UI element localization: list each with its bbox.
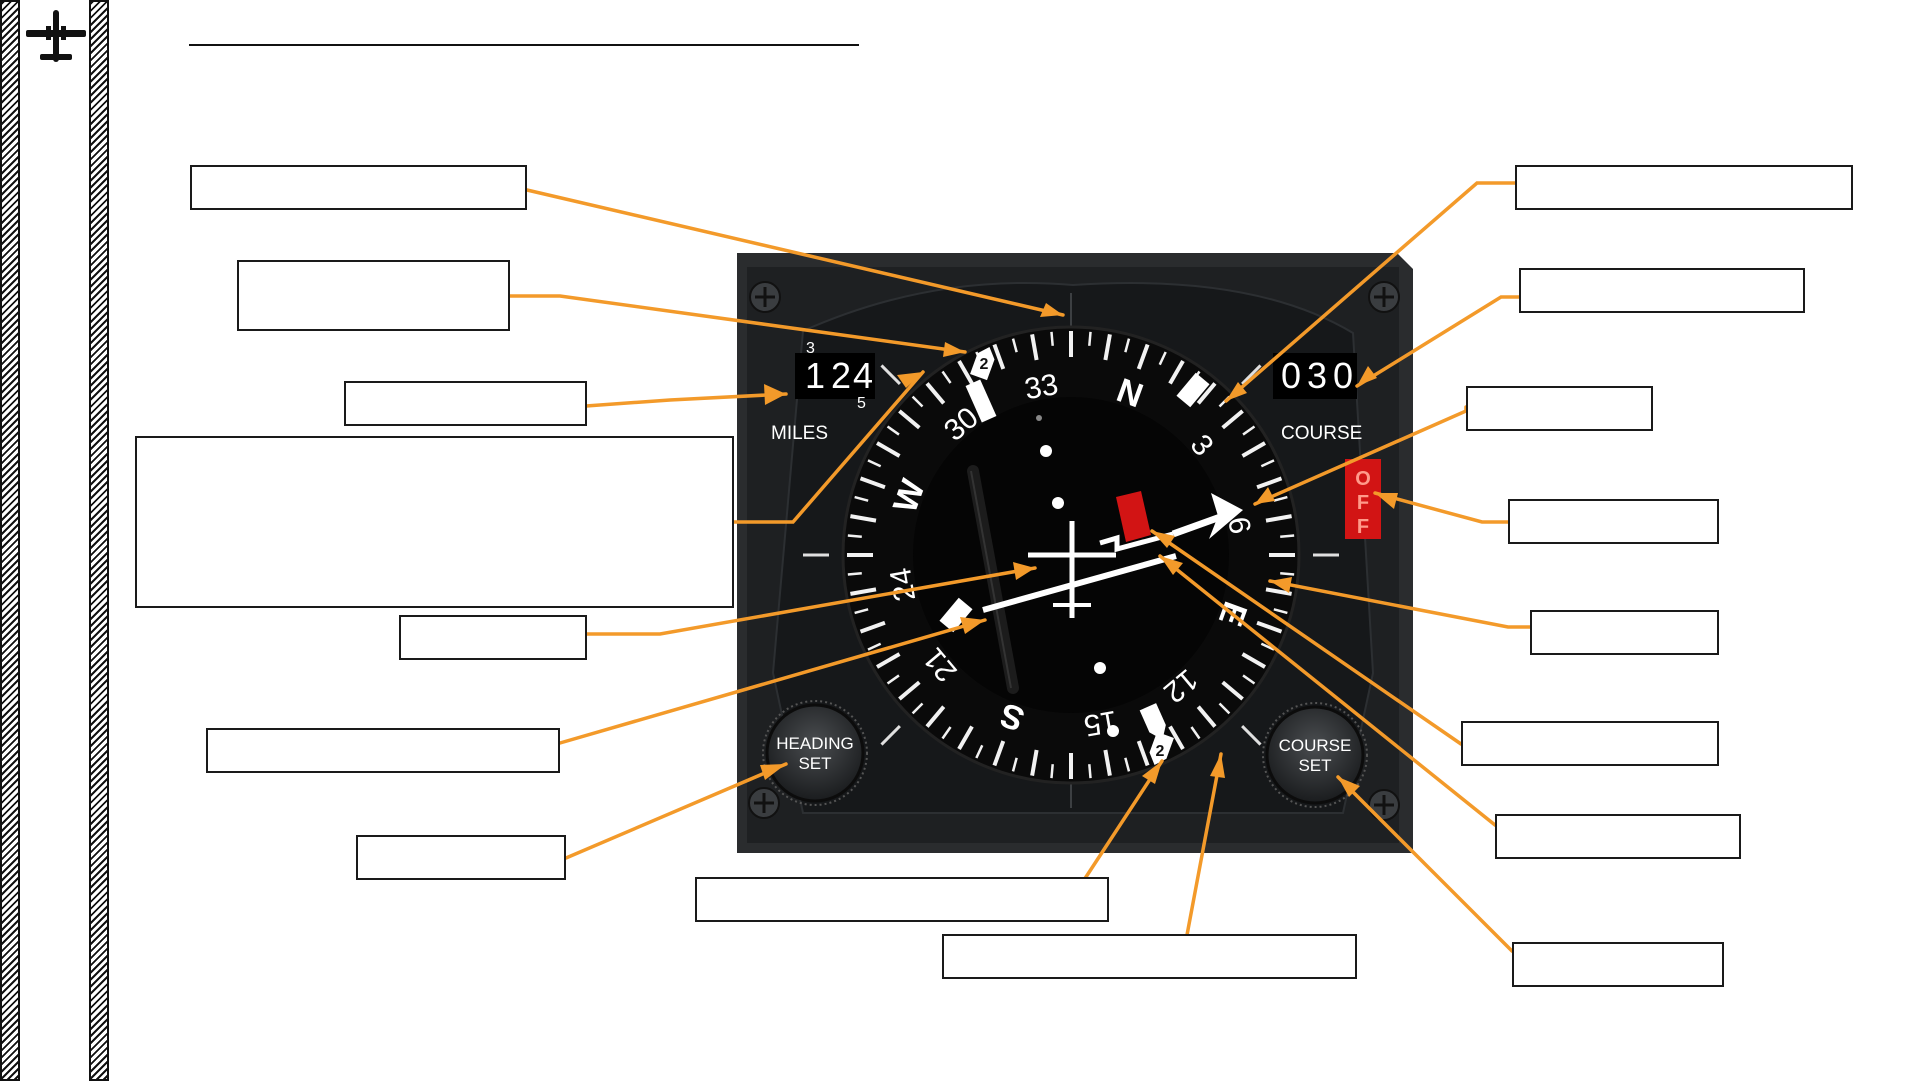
left-hatched-border	[0, 0, 20, 1081]
off-flag-letter-2: F	[1357, 492, 1369, 514]
screw-bottom-right	[1368, 789, 1400, 821]
off-flag-letter-3: F	[1357, 516, 1369, 538]
callout-box	[344, 381, 587, 426]
miles-digit-3: 4	[853, 355, 873, 396]
compass-tick	[1030, 334, 1039, 361]
compass-tick	[847, 572, 862, 576]
course-counter: 0 3 0 COURSE	[1273, 353, 1362, 444]
callout-box	[1512, 942, 1724, 987]
compass-tick	[1265, 514, 1292, 523]
callout-box	[1519, 268, 1805, 313]
compass-tick	[1280, 534, 1295, 538]
screw-top-right	[1368, 281, 1400, 313]
callout-box	[1495, 814, 1741, 859]
miles-digit-2: 2	[831, 355, 851, 396]
course-digit-1: 0	[1281, 355, 1301, 396]
aircraft-icon	[26, 10, 86, 62]
compass-tick	[1011, 338, 1018, 353]
deviation-dot	[1107, 725, 1119, 737]
compass-tick	[1280, 572, 1295, 576]
compass-tick	[1088, 331, 1092, 346]
course-label: COURSE	[1281, 423, 1362, 444]
heading-knob-line1: HEADING	[776, 734, 853, 753]
heading-knob-line2: SET	[798, 754, 831, 773]
compass-tick	[1050, 331, 1054, 346]
callout-box	[1530, 610, 1719, 655]
screw-bottom-left	[748, 787, 780, 819]
compass-tick	[1124, 338, 1131, 353]
callout-box	[206, 728, 560, 773]
bearing-pointer-tail	[965, 379, 997, 423]
compass-tick	[957, 360, 974, 385]
callout-box	[399, 615, 587, 660]
screw-top-left	[749, 281, 781, 313]
compass-tick	[847, 534, 862, 538]
course-digit-3: 0	[1333, 355, 1353, 396]
compass-tick	[925, 382, 946, 405]
off-flag-letter-1: O	[1355, 468, 1371, 490]
callout-box	[356, 835, 566, 880]
course-digit-2: 3	[1307, 355, 1327, 396]
callout-box	[135, 436, 734, 608]
aircraft-symbol	[1028, 521, 1116, 618]
callout-box	[1466, 386, 1653, 431]
compass-tick	[1158, 351, 1167, 366]
deviation-dot	[1094, 662, 1106, 674]
compass-tick	[1103, 334, 1112, 361]
callout-box	[237, 260, 510, 331]
course-knob-line2: SET	[1298, 756, 1331, 775]
callout-box	[190, 165, 527, 210]
marker-digit: 2	[980, 356, 989, 373]
compass-tick	[992, 343, 1006, 370]
miles-label: MILES	[771, 423, 828, 444]
compass-tick	[1088, 764, 1092, 779]
compass-tick	[1168, 360, 1185, 385]
hsi-instrument: N 3 6 E 12 15 S 21 24 W 30 33	[737, 253, 1413, 853]
to-from-flag	[1116, 491, 1151, 542]
callout-box	[1461, 721, 1719, 766]
callout-box	[1515, 165, 1853, 210]
course-knob-line1: COURSE	[1279, 736, 1352, 755]
compass-tick	[1011, 757, 1018, 772]
compass-tick	[1196, 382, 1217, 405]
bearing-marker-top: 2	[970, 346, 995, 381]
marker-digit-bottom: 2	[1156, 743, 1165, 760]
title-underline	[189, 44, 859, 46]
callout-box	[695, 877, 1109, 922]
deviation-dot	[1052, 497, 1064, 509]
miles-digit-1: 1	[805, 355, 825, 396]
compass-tick	[1242, 425, 1256, 436]
compass-tick	[975, 744, 984, 759]
off-flag: O F F	[1345, 459, 1381, 539]
miles-digit-below: 5	[857, 395, 866, 412]
compass-tick	[1050, 764, 1054, 779]
compass-tick	[941, 370, 952, 384]
compass-tick	[1221, 409, 1244, 430]
deviation-dot	[1040, 445, 1052, 457]
compass-tick	[1030, 749, 1039, 776]
heading-marker	[1176, 372, 1210, 408]
right-hatched-border	[89, 0, 109, 1081]
compass-tick	[1136, 343, 1150, 370]
callout-box	[1508, 499, 1719, 544]
callout-box	[942, 934, 1357, 979]
compass-tick	[992, 740, 1006, 767]
